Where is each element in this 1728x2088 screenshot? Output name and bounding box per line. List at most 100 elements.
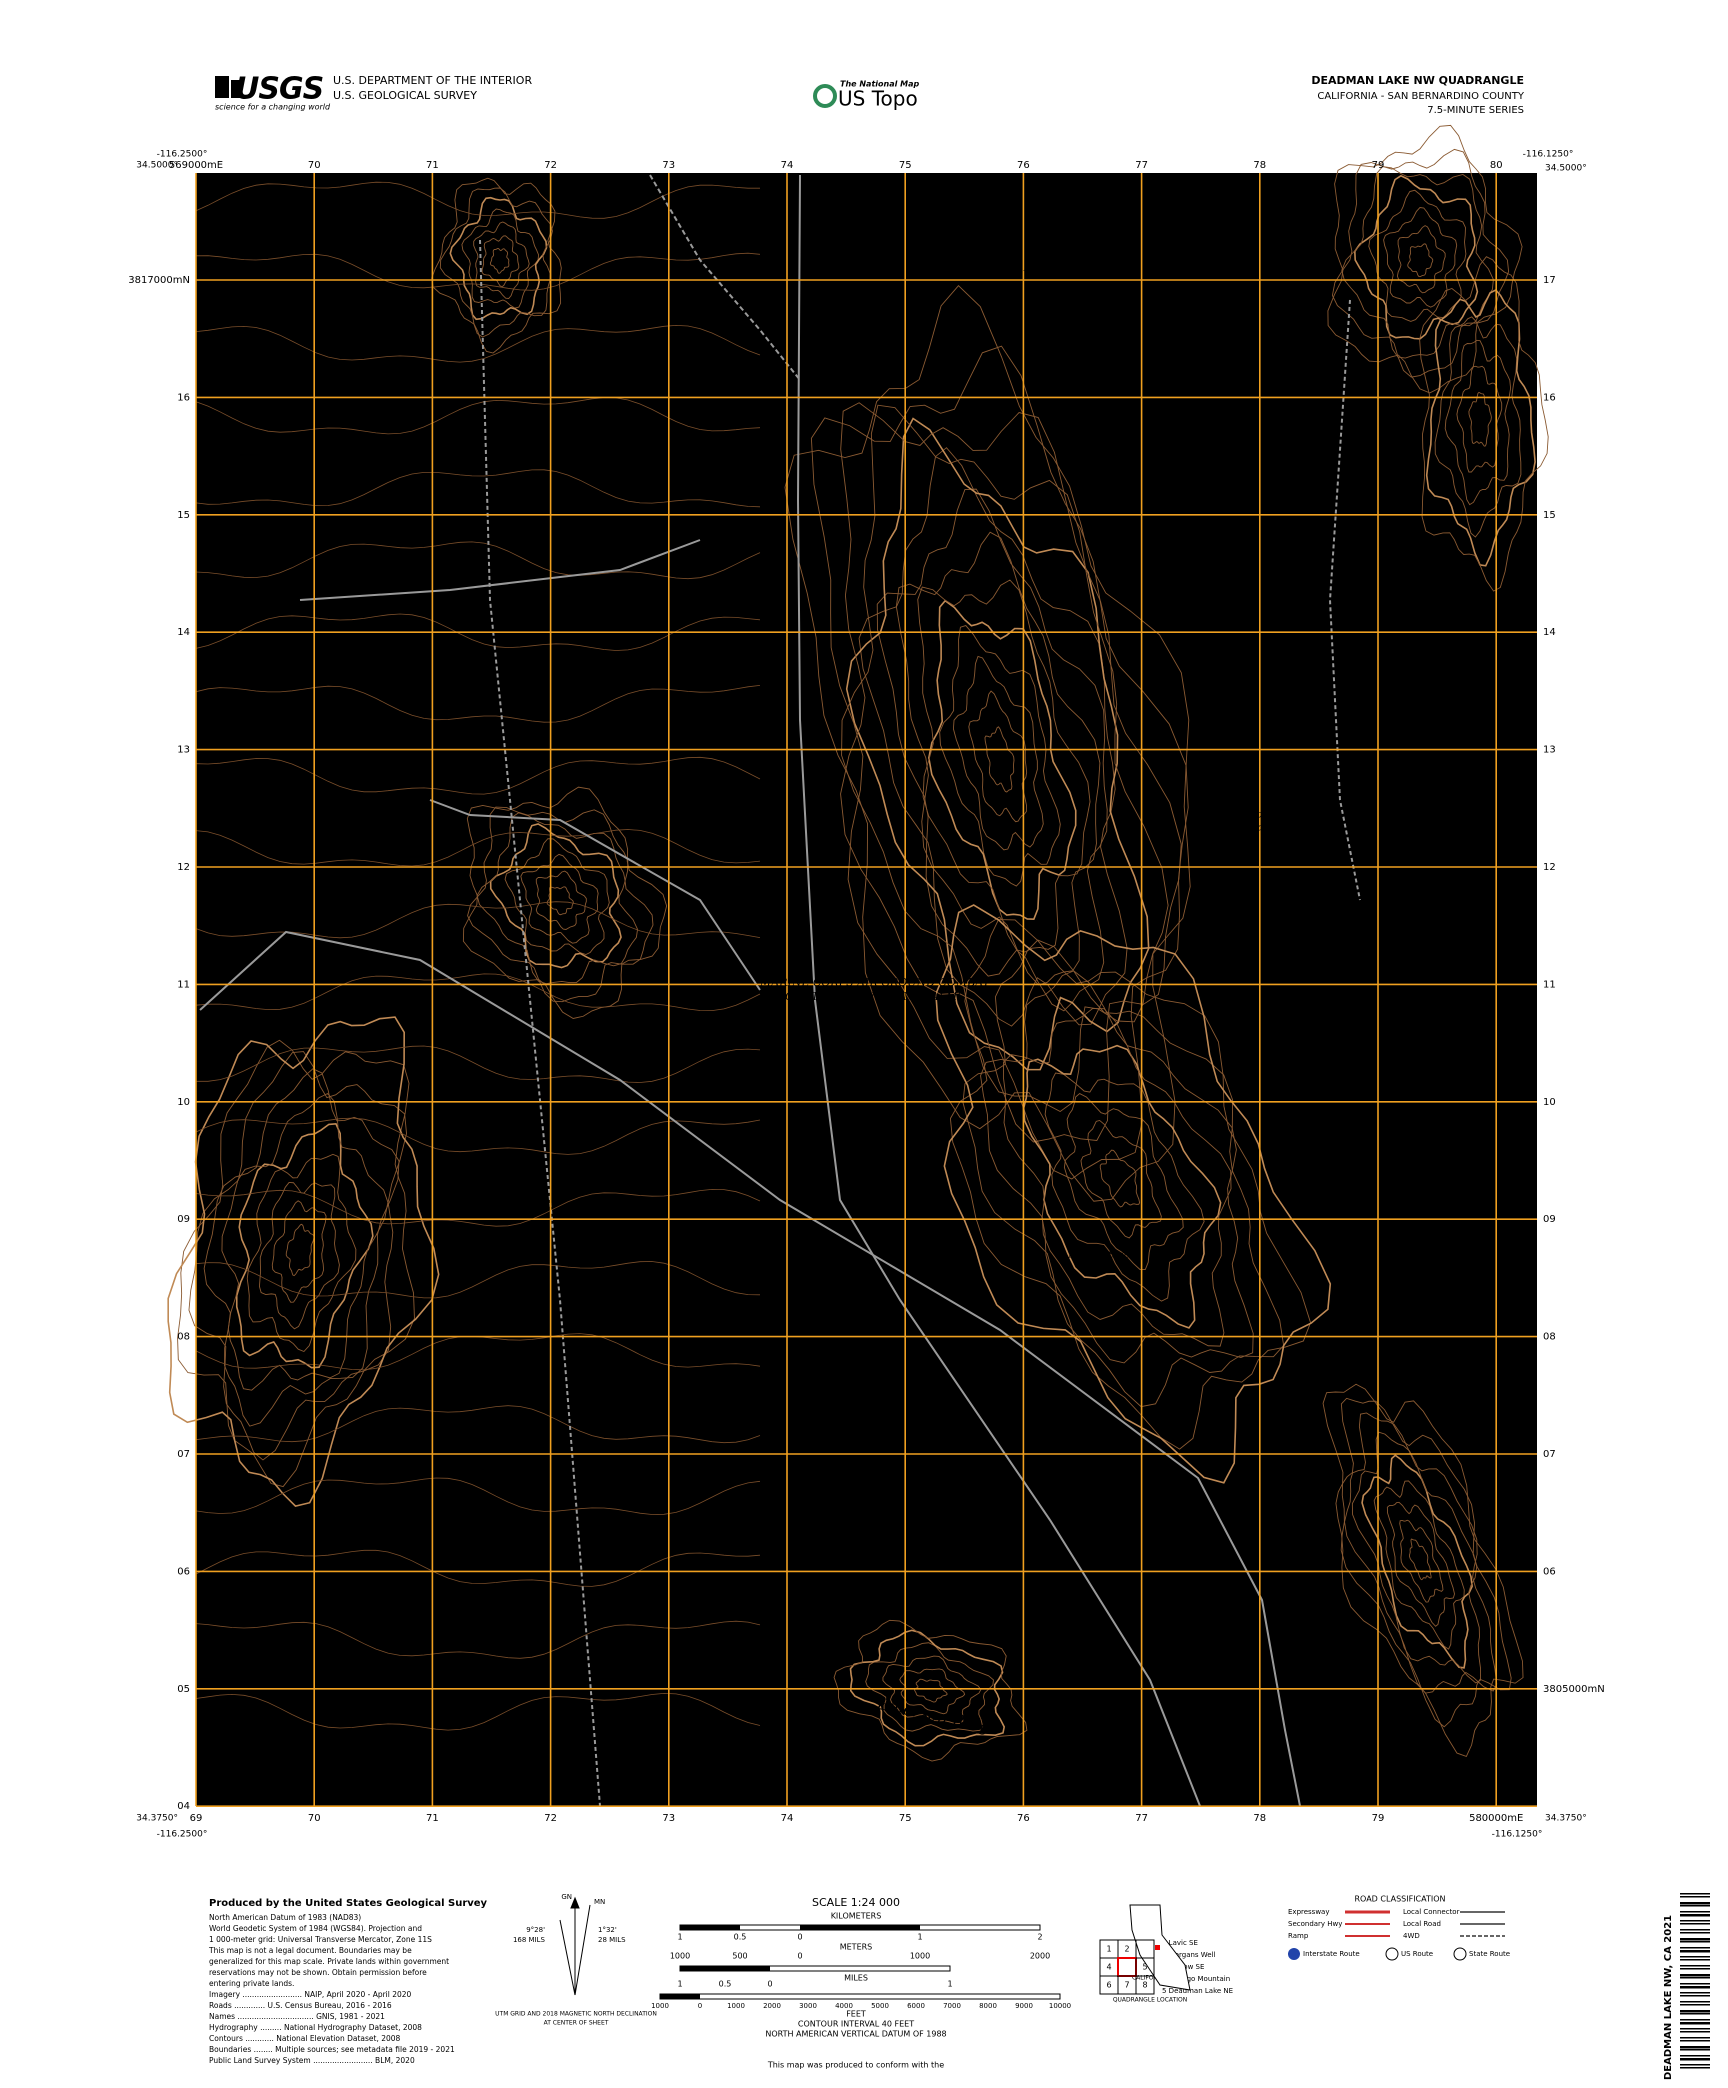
road: [796, 174, 1201, 1807]
adjoining-grid: [1099, 1939, 1155, 1995]
producer-note: generalized for this map scale. Private …: [209, 1957, 449, 1966]
easting-label: 72: [544, 160, 557, 171]
scale-tick: 0: [767, 1980, 772, 1989]
contour-line: [439, 187, 553, 338]
road: [429, 799, 761, 991]
contour-line: [1386, 1501, 1455, 1627]
utm-grid: [195, 173, 1537, 1807]
road-title: ROAD CLASSIFICATION: [1354, 1895, 1445, 1904]
producer: Produced by the United States Geological…: [209, 1898, 488, 1909]
contour-line: [1341, 166, 1494, 359]
barcode-bar: [1680, 1965, 1710, 1967]
northing-label: 06: [177, 1566, 190, 1577]
contour-line: [1022, 1044, 1222, 1329]
declination-label: GN: [561, 1893, 572, 1901]
scale-title: SCALE 1:24 000: [812, 1896, 900, 1909]
contour-line: [504, 838, 610, 956]
contour-line: [489, 248, 510, 274]
adjoining-number: 4: [1106, 1963, 1111, 1972]
contour-line: [195, 324, 761, 363]
road: [199, 930, 1301, 1807]
contour-line: [962, 939, 1285, 1408]
producer-note: Names ................................ G…: [209, 2012, 385, 2021]
declination-label: 1°32': [598, 1926, 617, 1934]
contour-line: [841, 404, 1169, 1112]
contour-line: [1368, 189, 1467, 322]
barcode-bar: [1680, 1986, 1710, 1989]
barcode-bar: [1680, 1932, 1710, 1934]
corner-coordinate: -116.2500°: [157, 1830, 208, 1840]
corner-coordinate: 34.5000°: [136, 161, 178, 171]
northing-label: 15: [177, 510, 190, 521]
barcode-bar: [1680, 1950, 1710, 1953]
northing-label: 12: [177, 862, 190, 873]
us-topo-label: US Topo: [838, 87, 918, 111]
easting-label: 74: [781, 160, 794, 171]
route-type: US Route: [1401, 1950, 1433, 1958]
barcode-bar: [1680, 1893, 1710, 1895]
contour-line: [520, 853, 599, 944]
adjoining-number: 7: [1124, 1981, 1129, 1990]
place-name: MARINE CORPS AIR GROUND COMBAT: [759, 976, 992, 989]
contours: [167, 124, 1549, 1762]
easting-label: 73: [662, 1813, 675, 1824]
contour-line: [895, 531, 1101, 986]
road-symbols: [1288, 1910, 1505, 1961]
locator-caption: QUADRANGLE LOCATION: [1113, 1997, 1187, 2004]
roads: [199, 174, 1361, 1807]
easting-label: 75: [899, 160, 912, 171]
northing-label: 10: [177, 1097, 190, 1108]
scale-bars: [659, 1924, 1061, 2000]
declination-line: [559, 1919, 576, 1996]
northing-label: 13: [1543, 745, 1556, 756]
contour-line: [1434, 316, 1522, 538]
easting-label: 78: [1253, 1813, 1266, 1824]
road-type: Local Connector: [1403, 1908, 1460, 1916]
corner-coordinate: -116.1250°: [1492, 1830, 1543, 1840]
contour-line: [285, 1223, 315, 1277]
northing-label: 11: [177, 979, 190, 990]
producer-note: World Geodetic System of 1984 (WGS84). P…: [209, 1924, 422, 1933]
northing-label: 04: [177, 1801, 190, 1812]
us-shield: [1385, 1947, 1399, 1961]
northing-label: 07: [177, 1449, 190, 1460]
contour-line: [935, 904, 1332, 1484]
contour-line: [1099, 1149, 1141, 1208]
contour-line: [476, 812, 639, 985]
declination-note: AT CENTER OF SHEET: [544, 2020, 609, 2027]
scale-tick: 0.5: [734, 1933, 747, 1942]
contour-line: [195, 1477, 761, 1515]
scale-tick: 8000: [979, 2002, 997, 2010]
declination-label: 9°28': [526, 1926, 545, 1934]
contour-line: [195, 1549, 761, 1587]
place-name: CENTER TWENTYNINE PALMS: [785, 990, 965, 1003]
scale-tick: 500: [732, 1952, 747, 1961]
contour-line: [952, 655, 1044, 851]
contour-line: [195, 685, 761, 723]
barcode-bar: [1680, 2022, 1710, 2025]
northing-label: 12: [1543, 862, 1556, 873]
scale-bar-segment: [680, 1966, 770, 1971]
producer-note: This map is not a legal document. Bounda…: [208, 1946, 412, 1955]
contour-line: [849, 1629, 1006, 1747]
northing-label: 14: [1543, 627, 1556, 638]
scale-unit: METERS: [840, 1943, 873, 1952]
declination-diagram: [559, 1896, 591, 1996]
contour-line: [980, 970, 1254, 1364]
northing-label: 09: [1543, 1214, 1556, 1225]
contour-line: [949, 919, 1312, 1450]
barcode-bar: [1680, 2055, 1710, 2057]
department: U.S. DEPARTMENT OF THE INTERIOR: [333, 74, 532, 87]
contour-line: [858, 447, 1128, 1027]
scale-tick: 1: [917, 1933, 922, 1942]
easting-label: 76: [1017, 160, 1030, 171]
producer-note: reservations may not be shown. Obtain pe…: [209, 1968, 427, 1977]
contour-line: [1383, 207, 1458, 308]
northing-label: 07: [1543, 1449, 1556, 1460]
series: 7.5-MINUTE SERIES: [1427, 105, 1524, 116]
producer-note: North American Datum of 1983 (NAD83): [209, 1913, 361, 1922]
northing-label: 08: [1543, 1332, 1556, 1343]
scale-bar: [659, 1993, 1061, 2000]
place-name: Noble Pass: [989, 263, 1046, 274]
contour-line: [196, 1045, 761, 1083]
